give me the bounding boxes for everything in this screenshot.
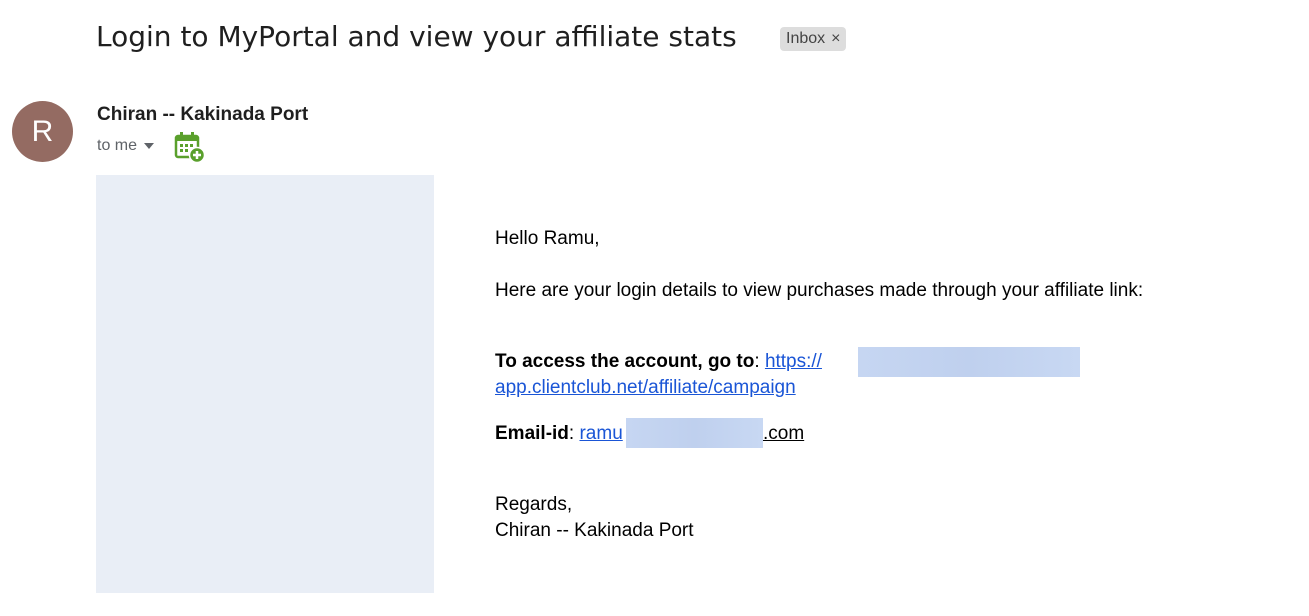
signature: Chiran -- Kakinada Port [495,520,694,541]
remove-label-button[interactable]: × [831,30,841,47]
redaction [858,347,1080,377]
email-link[interactable]: ramu [579,423,623,444]
email-link-end[interactable]: .com [763,423,805,444]
access-link[interactable]: https:// [764,351,822,372]
regards: Regards, [495,494,573,515]
intro-text: Here are your login details to view purc… [495,280,1144,301]
email-label: Email-id [495,423,569,444]
access-link-continued[interactable]: app.clientclub.net/affiliate/campaign [495,377,796,399]
caret-down-icon[interactable] [143,142,155,150]
calendar-add-icon[interactable] [174,131,206,163]
greeting: Hello Ramu, [495,228,600,249]
recipient-text: to me [97,137,138,154]
label-text: Inbox [786,30,826,47]
inbox-label-badge: Inbox × [780,27,847,51]
redaction [626,418,763,448]
access-label: To access the account, go to [495,351,755,372]
access-line: To access the account, go to: https:// [495,351,822,372]
sender-name[interactable]: Chiran -- Kakinada Port [97,104,309,125]
image-placeholder [96,175,434,593]
access-link-end[interactable]: app.clientclub.net/affiliate/campaign [495,377,796,398]
avatar[interactable]: R [12,101,73,162]
email-line: Email-id: ramu [495,423,623,444]
recipient-details[interactable]: to me [97,137,155,155]
email-subject: Login to MyPortal and view your affiliat… [96,20,737,53]
